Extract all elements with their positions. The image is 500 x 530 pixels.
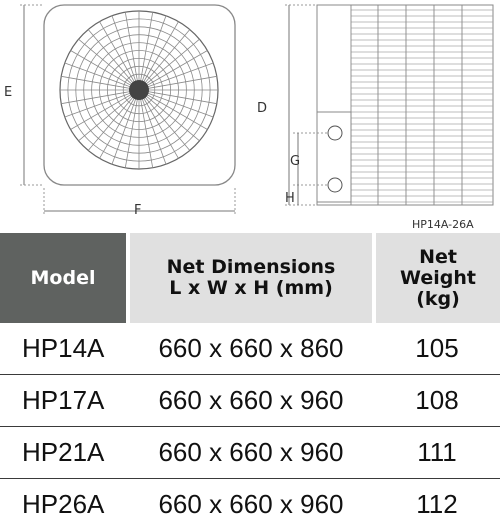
grille-spoke — [140, 12, 153, 86]
header-net-dimensions: Net Dimensions L x W x H (mm) — [128, 233, 374, 323]
cell-weight: 108 — [374, 375, 500, 427]
grille-spoke — [71, 51, 136, 89]
cell-model: HP26A — [0, 479, 128, 530]
fan-hub — [129, 80, 149, 100]
header-net-weight: Net Weight (kg) — [374, 233, 500, 323]
technical-drawing — [0, 0, 500, 232]
grille-spoke — [88, 93, 136, 150]
cell-weight: 105 — [374, 323, 500, 375]
port-upper — [328, 126, 342, 140]
grille-spoke — [125, 12, 138, 86]
side-casing — [317, 5, 493, 205]
grille-spoke — [143, 76, 217, 89]
side-fins — [351, 5, 493, 205]
grille-spoke — [61, 91, 135, 104]
table-row: HP26A 660 x 660 x 960 112 — [0, 479, 500, 530]
table-row: HP17A 660 x 660 x 960 108 — [0, 375, 500, 427]
cell-dimensions: 660 x 660 x 960 — [128, 375, 374, 427]
grille-spoke — [143, 51, 208, 89]
grille-spoke — [142, 39, 199, 87]
port-panel — [317, 112, 351, 202]
cell-weight: 111 — [374, 427, 500, 479]
grille-spoke — [143, 92, 208, 130]
cell-model: HP21A — [0, 427, 128, 479]
grille-spoke — [142, 30, 190, 87]
cell-model: HP14A — [0, 323, 128, 375]
spec-table: Model Net Dimensions L x W x H (mm) Net … — [0, 233, 500, 530]
label-h: H — [285, 192, 295, 205]
cell-model: HP17A — [0, 375, 128, 427]
label-e: E — [4, 86, 12, 99]
cell-dimensions: 660 x 660 x 860 — [128, 323, 374, 375]
table-row: HP21A 660 x 660 x 960 111 — [0, 427, 500, 479]
diagram-caption: HP14A-26A — [412, 218, 474, 231]
table-row: HP14A 660 x 660 x 860 105 — [0, 323, 500, 375]
grille-spoke — [142, 93, 190, 150]
grille-spoke — [141, 22, 179, 87]
grille-spoke — [142, 93, 199, 141]
grille-spoke — [143, 91, 217, 104]
cell-weight: 112 — [374, 479, 500, 530]
grille-spoke — [125, 94, 138, 168]
grille-spoke — [88, 30, 136, 87]
grille-spoke — [61, 76, 135, 89]
cell-dimensions: 660 x 660 x 960 — [128, 427, 374, 479]
cell-dimensions: 660 x 660 x 960 — [128, 479, 374, 530]
side-view — [285, 5, 493, 205]
label-f: F — [134, 204, 141, 217]
table-header-row: Model Net Dimensions L x W x H (mm) Net … — [0, 233, 500, 323]
fan-grille — [60, 11, 218, 169]
grille-spoke — [79, 93, 136, 141]
grille-spoke — [140, 94, 153, 168]
front-view — [20, 5, 235, 215]
port-lower — [328, 178, 342, 192]
grille-spoke — [100, 22, 138, 87]
grille-spoke — [141, 94, 179, 159]
label-d: D — [257, 102, 267, 115]
grille-spoke — [71, 92, 136, 130]
grille-spoke — [79, 39, 136, 87]
label-g: G — [290, 155, 300, 168]
grille-spoke — [100, 94, 138, 159]
header-model: Model — [0, 233, 128, 323]
